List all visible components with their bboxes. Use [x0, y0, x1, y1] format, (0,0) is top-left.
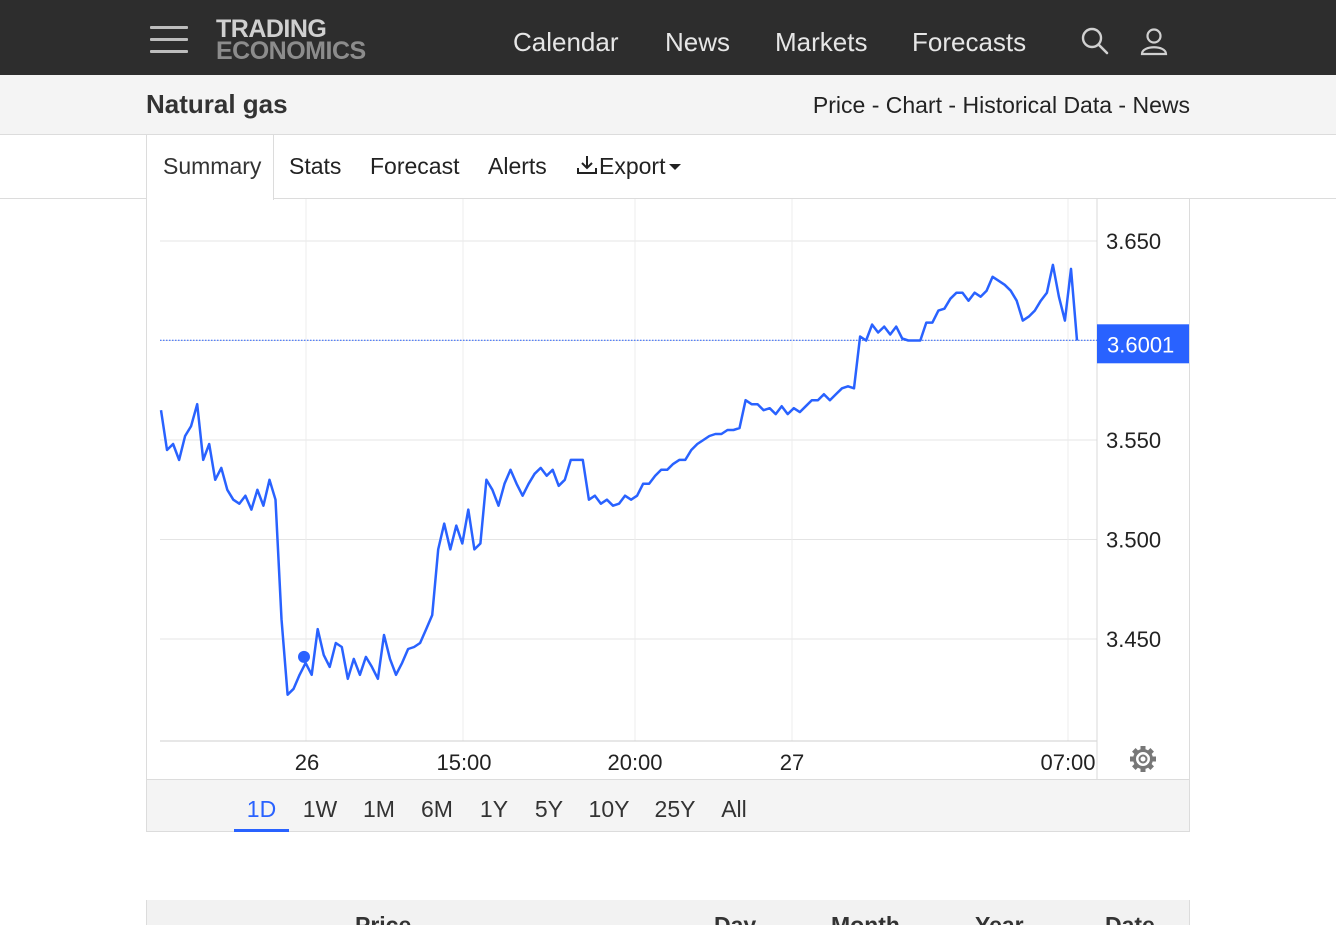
link-price[interactable]: Price [812, 92, 866, 118]
col-price: Price [355, 912, 412, 925]
hamburger-menu-icon[interactable] [150, 26, 188, 54]
export-label: Export [599, 153, 666, 179]
section-links: Price - Chart - Historical Data - News [813, 92, 1190, 119]
range-1d[interactable]: 1D [234, 780, 289, 832]
price-series-line [159, 263, 1079, 696]
col-date: Date [1105, 912, 1155, 925]
top-navigation-bar: TRADING ECONOMICS Calendar News Markets … [0, 0, 1336, 75]
range-5y[interactable]: 5Y [534, 796, 564, 822]
nav-calendar[interactable]: Calendar [513, 27, 619, 57]
tab-bar: Summary Stats Forecast Alerts Export [0, 135, 1336, 200]
col-day: Day [714, 912, 757, 925]
last-price-label: 3.6001 [1107, 332, 1174, 357]
y-tick-label: 3.550 [1106, 428, 1161, 453]
range-1m[interactable]: 1M [363, 796, 395, 822]
logo-line-2: ECONOMICS [216, 37, 366, 65]
download-icon [577, 156, 597, 174]
range-1y[interactable]: 1Y [479, 796, 509, 822]
tab-export[interactable]: Export [575, 135, 682, 198]
link-separator: - [1112, 92, 1133, 118]
caret-down-icon [669, 164, 682, 170]
nav-forecasts[interactable]: Forecasts [912, 27, 1027, 57]
range-25y[interactable]: 25Y [654, 796, 696, 822]
page-title: Natural gas [146, 89, 288, 119]
y-tick-label: 3.650 [1106, 229, 1161, 254]
instrument-header: Natural gas Price - Chart - Historical D… [0, 75, 1336, 135]
range-10y[interactable]: 10Y [588, 796, 630, 822]
chart-container: 3.450 3.500 3.550 3.650 3.6001 26 15:00 20:00 27… [146, 199, 1190, 832]
tab-summary[interactable]: Summary [146, 135, 274, 200]
link-chart[interactable]: Chart [885, 92, 943, 118]
range-6m[interactable]: 6M [421, 796, 453, 822]
x-tick-label: 15:00 [436, 750, 491, 775]
y-tick-label: 3.500 [1106, 528, 1161, 553]
link-historical-data[interactable]: Historical Data [962, 92, 1113, 118]
site-logo[interactable]: TRADING ECONOMICS [216, 15, 366, 65]
price-chart[interactable]: 3.450 3.500 3.550 3.650 3.6001 26 15:00 20:00 27… [147, 199, 1189, 779]
range-all[interactable]: All [721, 796, 747, 822]
nav-news[interactable]: News [665, 27, 731, 57]
x-tick-label: 07:00 [1040, 750, 1095, 775]
quote-table-header: Price Day Month Year Date [146, 900, 1190, 925]
user-icon[interactable] [1139, 26, 1169, 56]
link-news[interactable]: News [1132, 92, 1190, 118]
y-tick-label: 3.450 [1106, 627, 1161, 652]
col-month: Month [831, 912, 900, 925]
nav-markets[interactable]: Markets [775, 27, 868, 57]
logo-line-1: TRADING [216, 15, 327, 43]
event-marker-dot[interactable] [298, 650, 310, 663]
range-selector: 1D 1W 1M 6M 1Y 5Y 10Y 25Y All [147, 779, 1189, 832]
link-separator: - [942, 92, 963, 118]
settings-gear-icon[interactable] [1130, 746, 1156, 772]
tab-alerts[interactable]: Alerts [488, 153, 547, 179]
x-tick-label: 27 [780, 750, 804, 775]
tab-stats[interactable]: Stats [289, 153, 342, 179]
last-price-badge [1097, 324, 1189, 364]
range-1w[interactable]: 1W [302, 796, 338, 822]
col-year: Year [975, 912, 1024, 925]
x-tick-label: 26 [295, 750, 319, 775]
link-separator: - [865, 92, 886, 118]
search-icon[interactable] [1080, 26, 1110, 56]
x-tick-label: 20:00 [607, 750, 662, 775]
tab-forecast[interactable]: Forecast [370, 153, 460, 179]
